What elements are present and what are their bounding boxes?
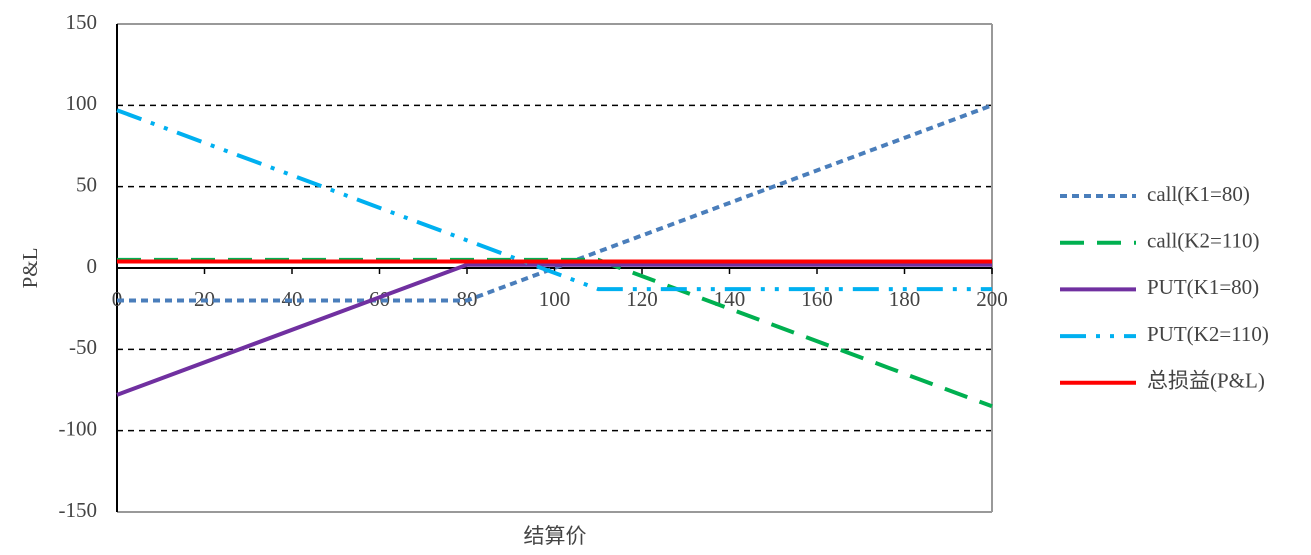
y-tick-label: 50 (76, 172, 97, 196)
x-axis-label: 结算价 (524, 524, 587, 548)
legend-label: PUT(K1=80) (1147, 275, 1259, 299)
series-line (116, 108, 992, 292)
x-tick-label: 100 (539, 287, 571, 311)
series-line (116, 262, 992, 397)
y-tick-label: -100 (59, 416, 98, 440)
x-tick-label: 120 (626, 287, 658, 311)
legend-label: call(K2=110) (1147, 229, 1260, 253)
y-tick-label: 100 (66, 91, 98, 115)
y-tick-label: -50 (69, 335, 97, 359)
legend-label: call(K1=80) (1147, 182, 1250, 206)
series-line (117, 103, 993, 303)
y-tick-label: 0 (87, 254, 98, 278)
y-tick-label: 150 (66, 10, 98, 34)
legend-label: PUT(K2=110) (1147, 322, 1269, 346)
series-line (117, 257, 993, 409)
y-axis-label: P&L (18, 248, 42, 289)
legend-label: 总损益(P&L) (1147, 369, 1265, 393)
y-tick-label: -150 (59, 498, 98, 522)
